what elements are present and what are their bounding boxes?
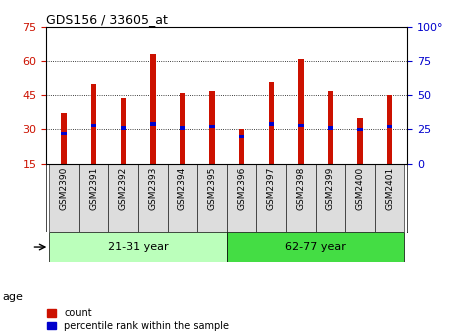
Text: GSM2399: GSM2399 (326, 167, 335, 210)
Bar (269, 122, 274, 126)
Bar (138, 164, 168, 232)
Bar (227, 164, 257, 232)
Text: GSM2390: GSM2390 (60, 167, 69, 210)
Bar (120, 126, 126, 130)
Bar (150, 54, 156, 164)
Text: GSM2391: GSM2391 (89, 167, 98, 210)
Bar (316, 164, 345, 232)
Text: GDS156 / 33605_at: GDS156 / 33605_at (46, 13, 168, 26)
Bar (150, 122, 156, 126)
Text: GSM2393: GSM2393 (148, 167, 157, 210)
Bar (387, 125, 392, 128)
Bar (286, 164, 316, 232)
Text: age: age (2, 292, 23, 302)
Bar (209, 125, 215, 128)
Bar (328, 91, 333, 164)
Bar (239, 134, 244, 138)
Text: GSM2394: GSM2394 (178, 167, 187, 210)
Text: 21-31 year: 21-31 year (108, 242, 169, 252)
Bar (180, 93, 185, 164)
Text: GSM2400: GSM2400 (356, 167, 364, 210)
Bar (387, 95, 392, 164)
Text: GSM2395: GSM2395 (207, 167, 217, 210)
Text: GSM2397: GSM2397 (267, 167, 276, 210)
Bar (79, 164, 108, 232)
Bar (209, 91, 215, 164)
Bar (257, 164, 286, 232)
Text: GSM2396: GSM2396 (237, 167, 246, 210)
Bar (62, 132, 67, 135)
Bar (49, 164, 79, 232)
Legend: count, percentile rank within the sample: count, percentile rank within the sample (46, 308, 229, 331)
Text: 62-77 year: 62-77 year (285, 242, 346, 252)
Bar (239, 129, 244, 164)
Bar (357, 118, 363, 164)
Bar (345, 164, 375, 232)
Text: GSM2392: GSM2392 (119, 167, 128, 210)
Bar (49, 232, 227, 262)
Bar (91, 124, 96, 127)
Bar (269, 82, 274, 164)
Bar (180, 126, 185, 130)
Bar (375, 164, 405, 232)
Bar (108, 164, 138, 232)
Bar (197, 164, 227, 232)
Bar (298, 59, 304, 164)
Bar (168, 164, 197, 232)
Bar (227, 232, 405, 262)
Text: GSM2398: GSM2398 (296, 167, 306, 210)
Bar (62, 114, 67, 164)
Bar (298, 124, 304, 127)
Bar (357, 128, 363, 131)
Bar (120, 97, 126, 164)
Text: GSM2401: GSM2401 (385, 167, 394, 210)
Bar (328, 126, 333, 130)
Bar (91, 84, 96, 164)
